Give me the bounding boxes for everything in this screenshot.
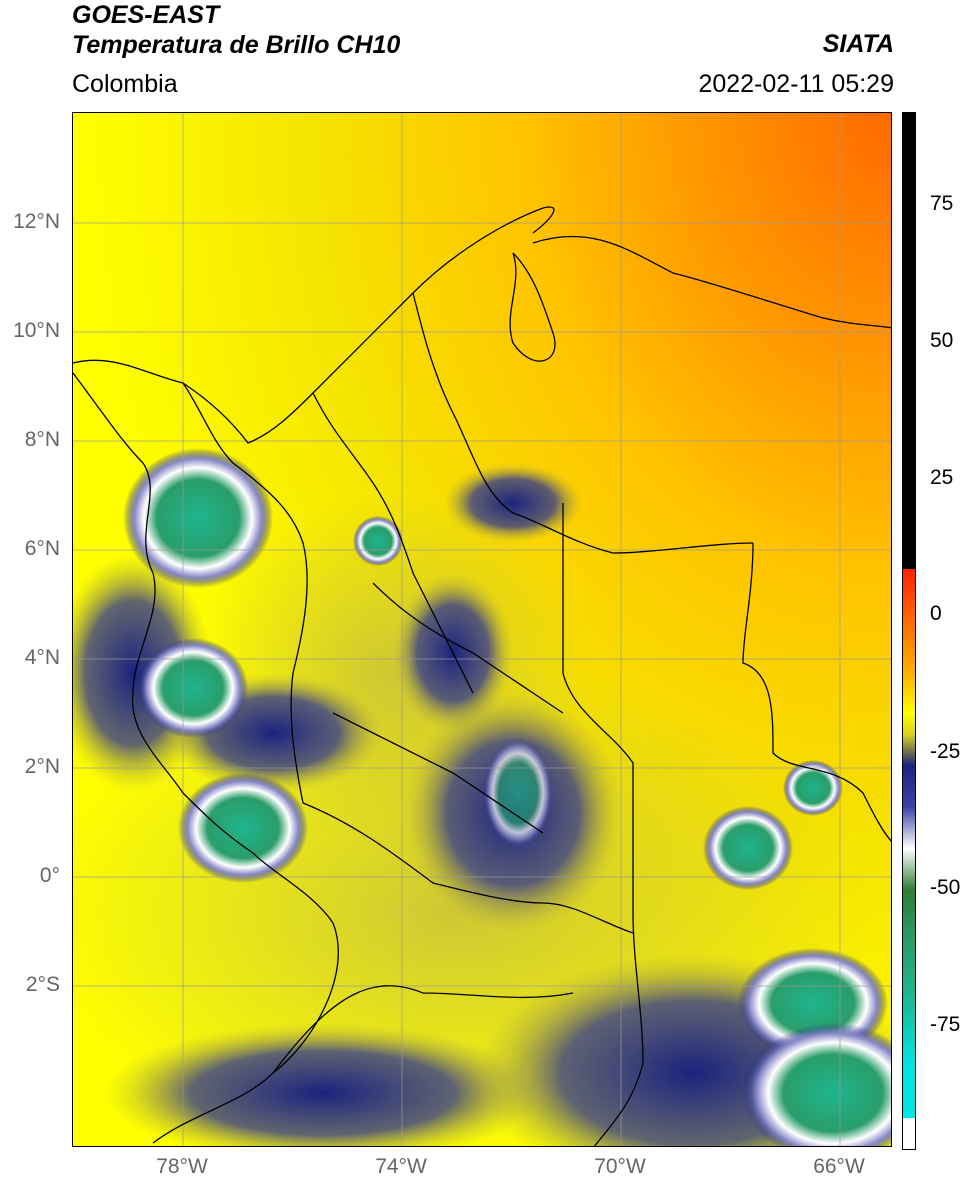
lat-tick-0: 0° xyxy=(39,864,60,887)
lat-tick-4n: 4°N xyxy=(24,646,60,669)
colorbar-tick-75: 75 xyxy=(930,192,954,215)
satellite-title: GOES-EAST xyxy=(72,1,220,29)
convective-cell-narino xyxy=(178,773,308,883)
lat-tick-2s: 2°S xyxy=(25,973,60,996)
pacific-coastline xyxy=(73,372,339,1144)
lat-tick-2n: 2°N xyxy=(24,755,60,778)
colombia-peru-border xyxy=(302,802,634,934)
convective-cell-panama xyxy=(123,448,273,588)
datetime-label: 2022-02-11 05:29 xyxy=(698,70,894,98)
lon-tick-70w: 70°W xyxy=(594,1155,646,1178)
lake-maracaibo xyxy=(509,252,556,362)
lat-tick-8n: 8°N xyxy=(24,428,60,451)
convective-cell-venezuela-south xyxy=(783,760,843,816)
cloud-band-north xyxy=(443,463,583,543)
map-overlay xyxy=(73,113,891,1146)
product-title: Temperatura de Brillo CH10 xyxy=(72,31,401,59)
colombia-brazil-border xyxy=(562,503,644,1146)
colorbar-tick-25: 25 xyxy=(930,466,954,489)
dept-boundary-caqueta xyxy=(332,712,544,834)
map-boundaries xyxy=(73,206,891,1146)
convective-cell-amazonas-east xyxy=(703,806,793,890)
caribbean-coastline xyxy=(73,206,555,444)
peru-internal-boundary xyxy=(272,985,574,1074)
dept-boundary-meta xyxy=(372,582,564,714)
satellite-map xyxy=(72,112,892,1147)
convective-cell-guaviare xyxy=(483,738,553,848)
convective-cell-choco xyxy=(138,638,248,738)
colorbar-tick-neg25: -25 xyxy=(930,740,961,763)
venezuela-brazil-border xyxy=(742,542,891,842)
organization-label: SIATA xyxy=(822,30,894,58)
cloud-band-southwest xyxy=(103,1023,543,1146)
lat-tick-12n: 12°N xyxy=(13,210,60,233)
lat-tick-6n: 6°N xyxy=(24,537,60,560)
venezuela-coastline xyxy=(532,235,891,329)
colorbar-tick-0: 0 xyxy=(930,602,942,625)
colorbar-tick-50: 50 xyxy=(930,329,954,352)
colorbar-tick-neg50: -50 xyxy=(930,876,961,899)
temperature-colorbar xyxy=(902,112,916,1150)
lon-tick-74w: 74°W xyxy=(375,1155,427,1178)
title-block: GOES-EAST Temperatura de Brillo CH10 xyxy=(72,0,400,60)
lat-tick-10n: 10°N xyxy=(13,319,60,342)
colombia-venezuela-border xyxy=(412,292,754,554)
convective-cell-antioquia xyxy=(353,516,403,566)
lon-tick-78w: 78°W xyxy=(156,1155,208,1178)
lon-tick-66w: 66°W xyxy=(813,1155,865,1178)
region-label: Colombia xyxy=(72,70,178,98)
colorbar-tick-neg75: -75 xyxy=(930,1013,961,1036)
convective-cell-brazil-south xyxy=(743,1023,891,1146)
dept-boundary-west xyxy=(182,382,308,804)
